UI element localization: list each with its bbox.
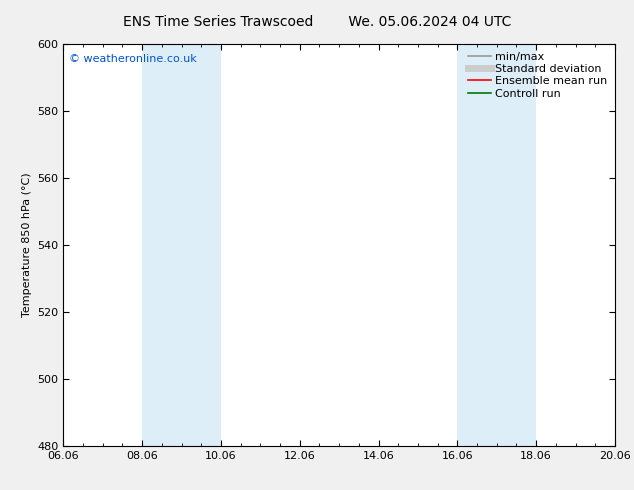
Bar bbox=[142, 44, 181, 446]
Bar bbox=[497, 44, 536, 446]
Text: ENS Time Series Trawscoed        We. 05.06.2024 04 UTC: ENS Time Series Trawscoed We. 05.06.2024… bbox=[123, 15, 511, 29]
Legend: min/max, Standard deviation, Ensemble mean run, Controll run: min/max, Standard deviation, Ensemble me… bbox=[466, 49, 609, 101]
Y-axis label: Temperature 850 hPa (°C): Temperature 850 hPa (°C) bbox=[22, 172, 32, 318]
Bar bbox=[181, 44, 221, 446]
Text: © weatheronline.co.uk: © weatheronline.co.uk bbox=[69, 54, 197, 64]
Bar bbox=[457, 44, 497, 446]
